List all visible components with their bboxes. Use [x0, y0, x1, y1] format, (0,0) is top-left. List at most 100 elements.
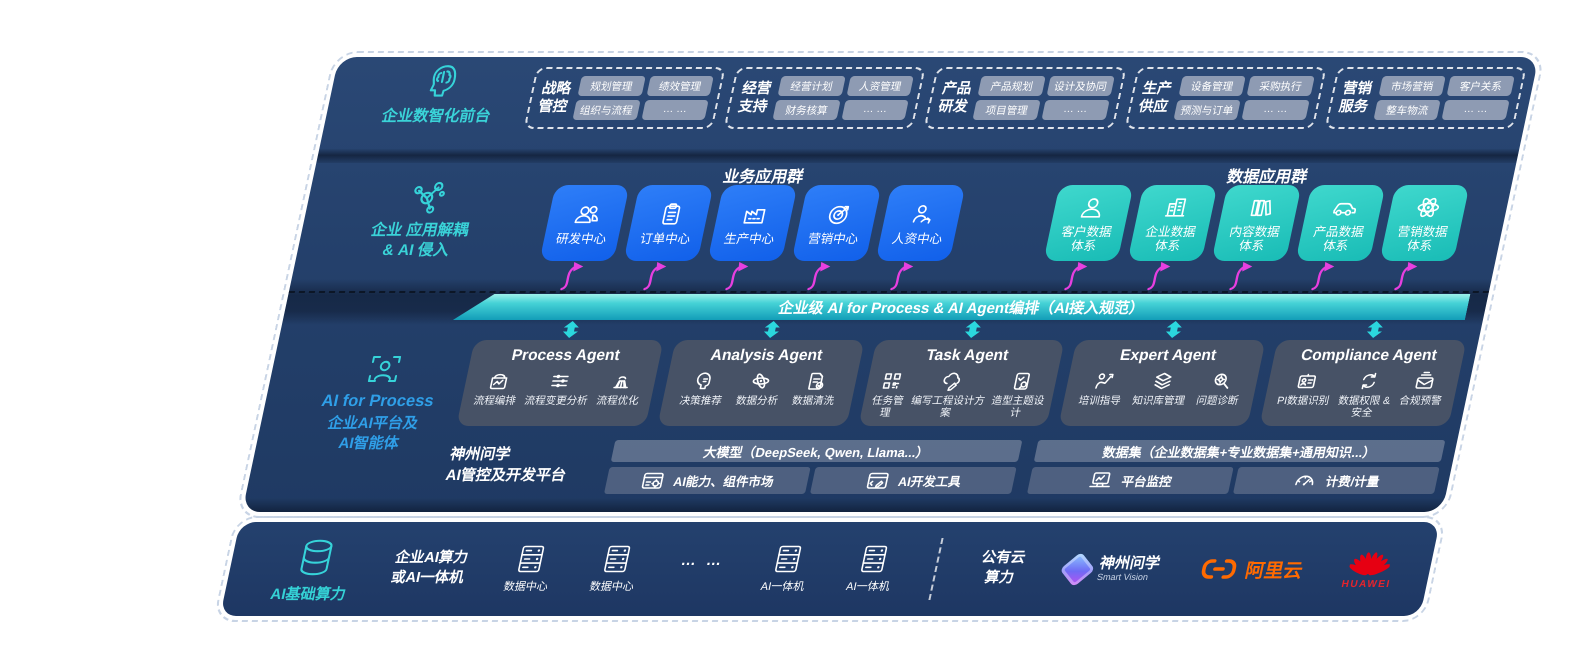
server-icon: [860, 545, 887, 573]
server-icon: [775, 545, 802, 573]
tile-label: 产品数据 体系: [1312, 224, 1366, 253]
dev-platform-strip: 神州问学 AI管控及开发平台 大模型（DeepSeek, Qwen, Llama…: [442, 440, 1446, 494]
tile-label: 研发中心: [554, 231, 608, 246]
agent-title: Analysis Agent: [709, 347, 825, 364]
team-icon: [574, 205, 598, 223]
chip: … …: [1041, 100, 1110, 120]
agent-item: 编写工程设计方案: [905, 370, 993, 420]
chip: … …: [1441, 100, 1510, 120]
banner-text: 企业级 AI for Process & AI Agent编排（AI接入规范）: [776, 299, 1147, 317]
chip: 组织与流程: [572, 100, 641, 120]
chip: … …: [841, 100, 910, 120]
huawei-logo: HUAWEI: [1340, 548, 1398, 590]
hr-people-icon: [912, 204, 931, 224]
smartvision-sub: Smart Vision: [1096, 572, 1150, 583]
agent-item: 造型主题设计: [985, 370, 1054, 420]
group-chips: 设备管理 采购执行 预测与订单 … …: [1173, 76, 1315, 120]
agent-item: 决策推荐: [678, 370, 728, 407]
ellipsis-more-nodes: … …: [679, 551, 727, 569]
marketing-atom-icon: [1417, 197, 1439, 217]
tile-label: 内容数据 体系: [1228, 224, 1282, 253]
marketing-target-icon: [828, 205, 849, 224]
layer-step-shadow-3: [242, 498, 1446, 512]
atom-icon: [752, 373, 770, 389]
dev-tools-icon: [866, 472, 889, 489]
tile-label: 企业数据 体系: [1144, 224, 1198, 253]
diagnose-icon: [1214, 373, 1228, 389]
agent-item: 任务管理: [864, 370, 913, 420]
ai-appliance-node: AI一体机: [845, 544, 899, 594]
group-title: 产品 研发: [936, 80, 974, 115]
chip: 人资管理: [846, 76, 915, 96]
chip: 规划管理: [577, 76, 646, 96]
doc-clean-icon: [808, 372, 824, 390]
ai-layer-label-primary: AI for Process: [319, 392, 436, 410]
dataset-half: 数据集（企业数据集+专业数据集+通用知识...） 平台监控 计费/计量: [1026, 440, 1446, 494]
group-chips: 产品规划 设计及协同 项目管理 … …: [972, 76, 1115, 120]
group-title: 战略 管控: [536, 80, 573, 115]
dataset-bar: 数据集（企业数据集+专业数据集+通用知识...）: [1033, 440, 1446, 462]
process-box-icon: [489, 373, 508, 390]
smartvision-diamond-logo: [1059, 551, 1096, 587]
layers-icon: [1154, 372, 1172, 390]
person-scan-icon: [367, 356, 402, 382]
ai-layer-label-block: AI for Process 企业AI平台及 AI智能体: [287, 349, 469, 453]
magenta-arrow-icon: [725, 262, 749, 291]
tile-hr-center: 人资中心: [875, 185, 966, 261]
magenta-arrow-icon: [1064, 262, 1088, 291]
updown-arrow-icon: [964, 321, 981, 338]
front-office-group-production: 生产 供应 设备管理 采购执行 预测与订单 … …: [1124, 67, 1327, 129]
group-chips: 经营计划 人资管理 财务核算 … …: [772, 76, 915, 120]
updown-arrow-icon: [1165, 321, 1182, 338]
datacenter-node: 数据中心: [588, 544, 643, 594]
magenta-arrow-icon: [1146, 262, 1170, 291]
training-icon: [1095, 373, 1114, 389]
smartvision-logo: 神州问学 Smart Vision: [1059, 551, 1162, 587]
agent-title: Expert Agent: [1118, 347, 1218, 364]
agent-item: 问题诊断: [1195, 370, 1245, 407]
agent-card-task: Task Agent 任务管理 编写工程设计方案 造型主题设计: [858, 340, 1066, 426]
server-icon: [518, 545, 545, 573]
cell-ai-market: AI能力、组件市场: [603, 467, 811, 494]
chip: 市场营销: [1378, 76, 1447, 96]
product-car-icon: [1332, 202, 1356, 216]
magenta-arrow-icon: [1229, 262, 1253, 291]
data-sync-lock-icon: [1361, 372, 1376, 390]
agent-item: 流程变更分析: [523, 370, 594, 407]
conveyor-icon: [613, 376, 628, 389]
head-idea-icon: [696, 372, 711, 390]
cell-billing-meter: 计费/计量: [1232, 467, 1440, 494]
tile-marketing-data: 营销数据 体系: [1379, 185, 1470, 261]
database-icon: [299, 539, 333, 575]
data-group-header: 数据应用群: [1225, 169, 1310, 186]
front-office-label-block: 企业数智化前台: [354, 61, 528, 127]
chip: 采购执行: [1246, 76, 1315, 96]
customer-person-icon: [1080, 197, 1100, 218]
tile-label: 订单中心: [638, 231, 692, 246]
tile-label: 营销数据 体系: [1396, 224, 1450, 253]
chip: 项目管理: [972, 100, 1041, 120]
id-card-icon: [1297, 373, 1317, 389]
enterprise-compute-label: 企业AI算力 或AI一体机: [389, 550, 470, 586]
magenta-arrow-icon: [1311, 262, 1335, 291]
tile-product-data: 产品数据 体系: [1295, 185, 1386, 261]
component-market-icon: [641, 472, 664, 489]
chip: 财务核算: [772, 100, 841, 120]
huawei-name: HUAWEI: [1340, 579, 1392, 590]
huawei-flower-logo: [1349, 552, 1391, 576]
monitor-icon: [1089, 471, 1111, 487]
data-flow-arrows: [1037, 261, 1455, 291]
layer-boundary-dashed-line: [278, 291, 1500, 293]
cell-platform-monitor: 平台监控: [1026, 467, 1234, 494]
chip: 整车物流: [1373, 100, 1442, 120]
aliyun-logo: 阿里云: [1198, 556, 1306, 583]
updown-arrow-icon: [562, 321, 579, 338]
front-office-groups: 战略 管控 规划管理 绩效管理 组织与流程 … … 经营 支持 经营计划 人资管理 …: [523, 67, 1527, 129]
agent-item: 流程编排: [472, 370, 522, 407]
agent-item: 数据分析: [735, 370, 785, 407]
magenta-arrow-icon: [642, 262, 666, 291]
agent-title: Process Agent: [509, 347, 622, 364]
chip: 经营计划: [777, 76, 846, 96]
agent-card-analysis: Analysis Agent 决策推荐 数据分析 数据清洗: [657, 340, 865, 426]
agent-item: 合规预警: [1398, 370, 1448, 407]
